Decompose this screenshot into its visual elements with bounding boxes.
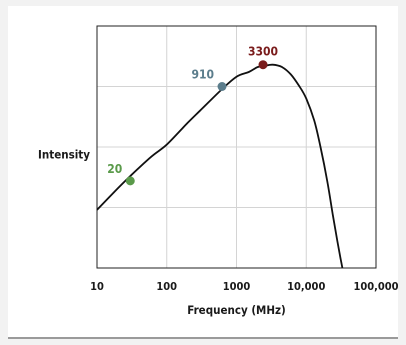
point-marker-3300 — [258, 60, 268, 70]
x-tick-label: 10 — [90, 280, 104, 293]
x-tick-label: 100,000 — [353, 280, 398, 293]
point-label-3300: 3300 — [248, 45, 278, 59]
point-label-910: 910 — [191, 68, 214, 82]
x-tick-label: 1000 — [223, 280, 251, 293]
point-marker-910 — [217, 82, 227, 91]
grid — [97, 26, 376, 268]
point-marker-20 — [125, 176, 135, 186]
point-label-20: 20 — [107, 162, 122, 176]
highlighted-points: 20 910 3300 — [107, 45, 278, 186]
x-tick-label: 100 — [156, 280, 177, 293]
spectrum-chart: 20 910 3300 10 100 1000 10,000 100,000 Intensi… — [38, 25, 398, 317]
y-axis-label: Intensity — [38, 147, 90, 161]
x-axis-label: Frequency (MHz) — [187, 303, 286, 317]
chart-frame: 20 910 3300 10 100 1000 10,000 100,000 Intensi… — [8, 6, 398, 339]
x-tick-label: 10,000 — [287, 280, 325, 293]
plot-border — [96, 25, 377, 269]
intensity-curve — [96, 63, 344, 269]
x-tick-labels: 10 100 1000 10,000 100,000 — [90, 280, 398, 293]
